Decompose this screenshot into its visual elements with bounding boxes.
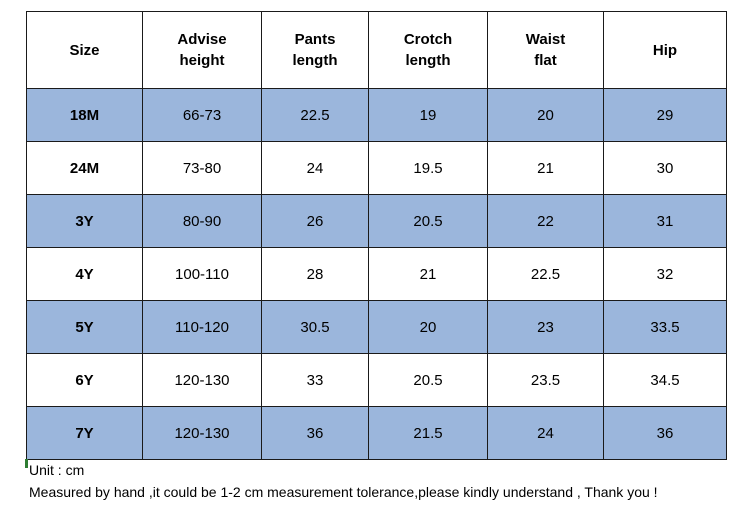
cell-crotch-length: 20.5 [368, 353, 488, 407]
table-header: Size Advise height Pants length Crotch length W… [26, 11, 727, 89]
cell-waist-flat: 22 [487, 194, 604, 248]
cell-advise-height: 120-130 [142, 406, 262, 460]
column-header-line: Crotch [403, 31, 453, 48]
column-header-line: Size [69, 41, 100, 59]
tolerance-note: Measured by hand ,it could be 1-2 cm mea… [29, 484, 658, 500]
table-body: 18M 66-73 22.5 19 20 29 24M 73-80 24 19.5 21 30 3Y 80… [26, 88, 727, 460]
column-header-line: Advise [177, 31, 227, 48]
column-header-line: Pants [294, 31, 336, 48]
column-header-line: Waist [525, 31, 566, 48]
cell-crotch-length: 19.5 [368, 141, 488, 195]
column-header-hip: Hip [603, 11, 727, 89]
cell-pants-length: 30.5 [261, 300, 369, 354]
cell-size: 6Y [26, 353, 143, 407]
cell-hip: 33.5 [603, 300, 727, 354]
cell-pants-length: 33 [261, 353, 369, 407]
table-row: 5Y 110-120 30.5 20 23 33.5 [26, 300, 727, 354]
cell-size: 3Y [26, 194, 143, 248]
cell-hip: 31 [603, 194, 727, 248]
table-row: 3Y 80-90 26 20.5 22 31 [26, 194, 727, 248]
cell-crotch-length: 20 [368, 300, 488, 354]
cell-crotch-length: 20.5 [368, 194, 488, 248]
cell-advise-height: 80-90 [142, 194, 262, 248]
table-row: 18M 66-73 22.5 19 20 29 [26, 88, 727, 142]
cell-waist-flat: 22.5 [487, 247, 604, 301]
table-row: 4Y 100-110 28 21 22.5 32 [26, 247, 727, 301]
cell-pants-length: 36 [261, 406, 369, 460]
cell-advise-height: 110-120 [142, 300, 262, 354]
cell-hip: 30 [603, 141, 727, 195]
size-chart-table: Size Advise height Pants length Crotch length W… [26, 11, 727, 460]
column-header-advise-height: Advise height [142, 11, 262, 89]
cell-waist-flat: 23 [487, 300, 604, 354]
cell-crotch-length: 21 [368, 247, 488, 301]
cell-advise-height: 100-110 [142, 247, 262, 301]
table-row: 24M 73-80 24 19.5 21 30 [26, 141, 727, 195]
header-row: Size Advise height Pants length Crotch length W… [26, 11, 727, 89]
cell-hip: 29 [603, 88, 727, 142]
column-header-waist-flat: Waist flat [487, 11, 604, 89]
column-header-crotch-length: Crotch length [368, 11, 488, 89]
cell-hip: 32 [603, 247, 727, 301]
cell-pants-length: 22.5 [261, 88, 369, 142]
cell-crotch-length: 19 [368, 88, 488, 142]
column-header-line: height [179, 52, 225, 69]
cell-hip: 36 [603, 406, 727, 460]
cell-waist-flat: 24 [487, 406, 604, 460]
table-row: 7Y 120-130 36 21.5 24 36 [26, 406, 727, 460]
cell-size: 24M [26, 141, 143, 195]
cell-size: 4Y [26, 247, 143, 301]
cell-waist-flat: 21 [487, 141, 604, 195]
cell-advise-height: 120-130 [142, 353, 262, 407]
cell-crotch-length: 21.5 [368, 406, 488, 460]
cell-pants-length: 28 [261, 247, 369, 301]
column-header-line: length [292, 52, 338, 69]
cell-pants-length: 26 [261, 194, 369, 248]
cell-advise-height: 66-73 [142, 88, 262, 142]
unit-note: Unit : cm [29, 462, 85, 478]
cell-size: 7Y [26, 406, 143, 460]
cell-size: 18M [26, 88, 143, 142]
cell-waist-flat: 23.5 [487, 353, 604, 407]
cell-pants-length: 24 [261, 141, 369, 195]
cell-size: 5Y [26, 300, 143, 354]
tick-mark [25, 459, 28, 468]
column-header-pants-length: Pants length [261, 11, 369, 89]
column-header-size: Size [26, 11, 143, 89]
column-header-line: flat [534, 52, 557, 69]
column-header-line: Hip [652, 41, 678, 59]
cell-advise-height: 73-80 [142, 141, 262, 195]
cell-waist-flat: 20 [487, 88, 604, 142]
table-row: 6Y 120-130 33 20.5 23.5 34.5 [26, 353, 727, 407]
cell-hip: 34.5 [603, 353, 727, 407]
column-header-line: length [405, 52, 451, 69]
